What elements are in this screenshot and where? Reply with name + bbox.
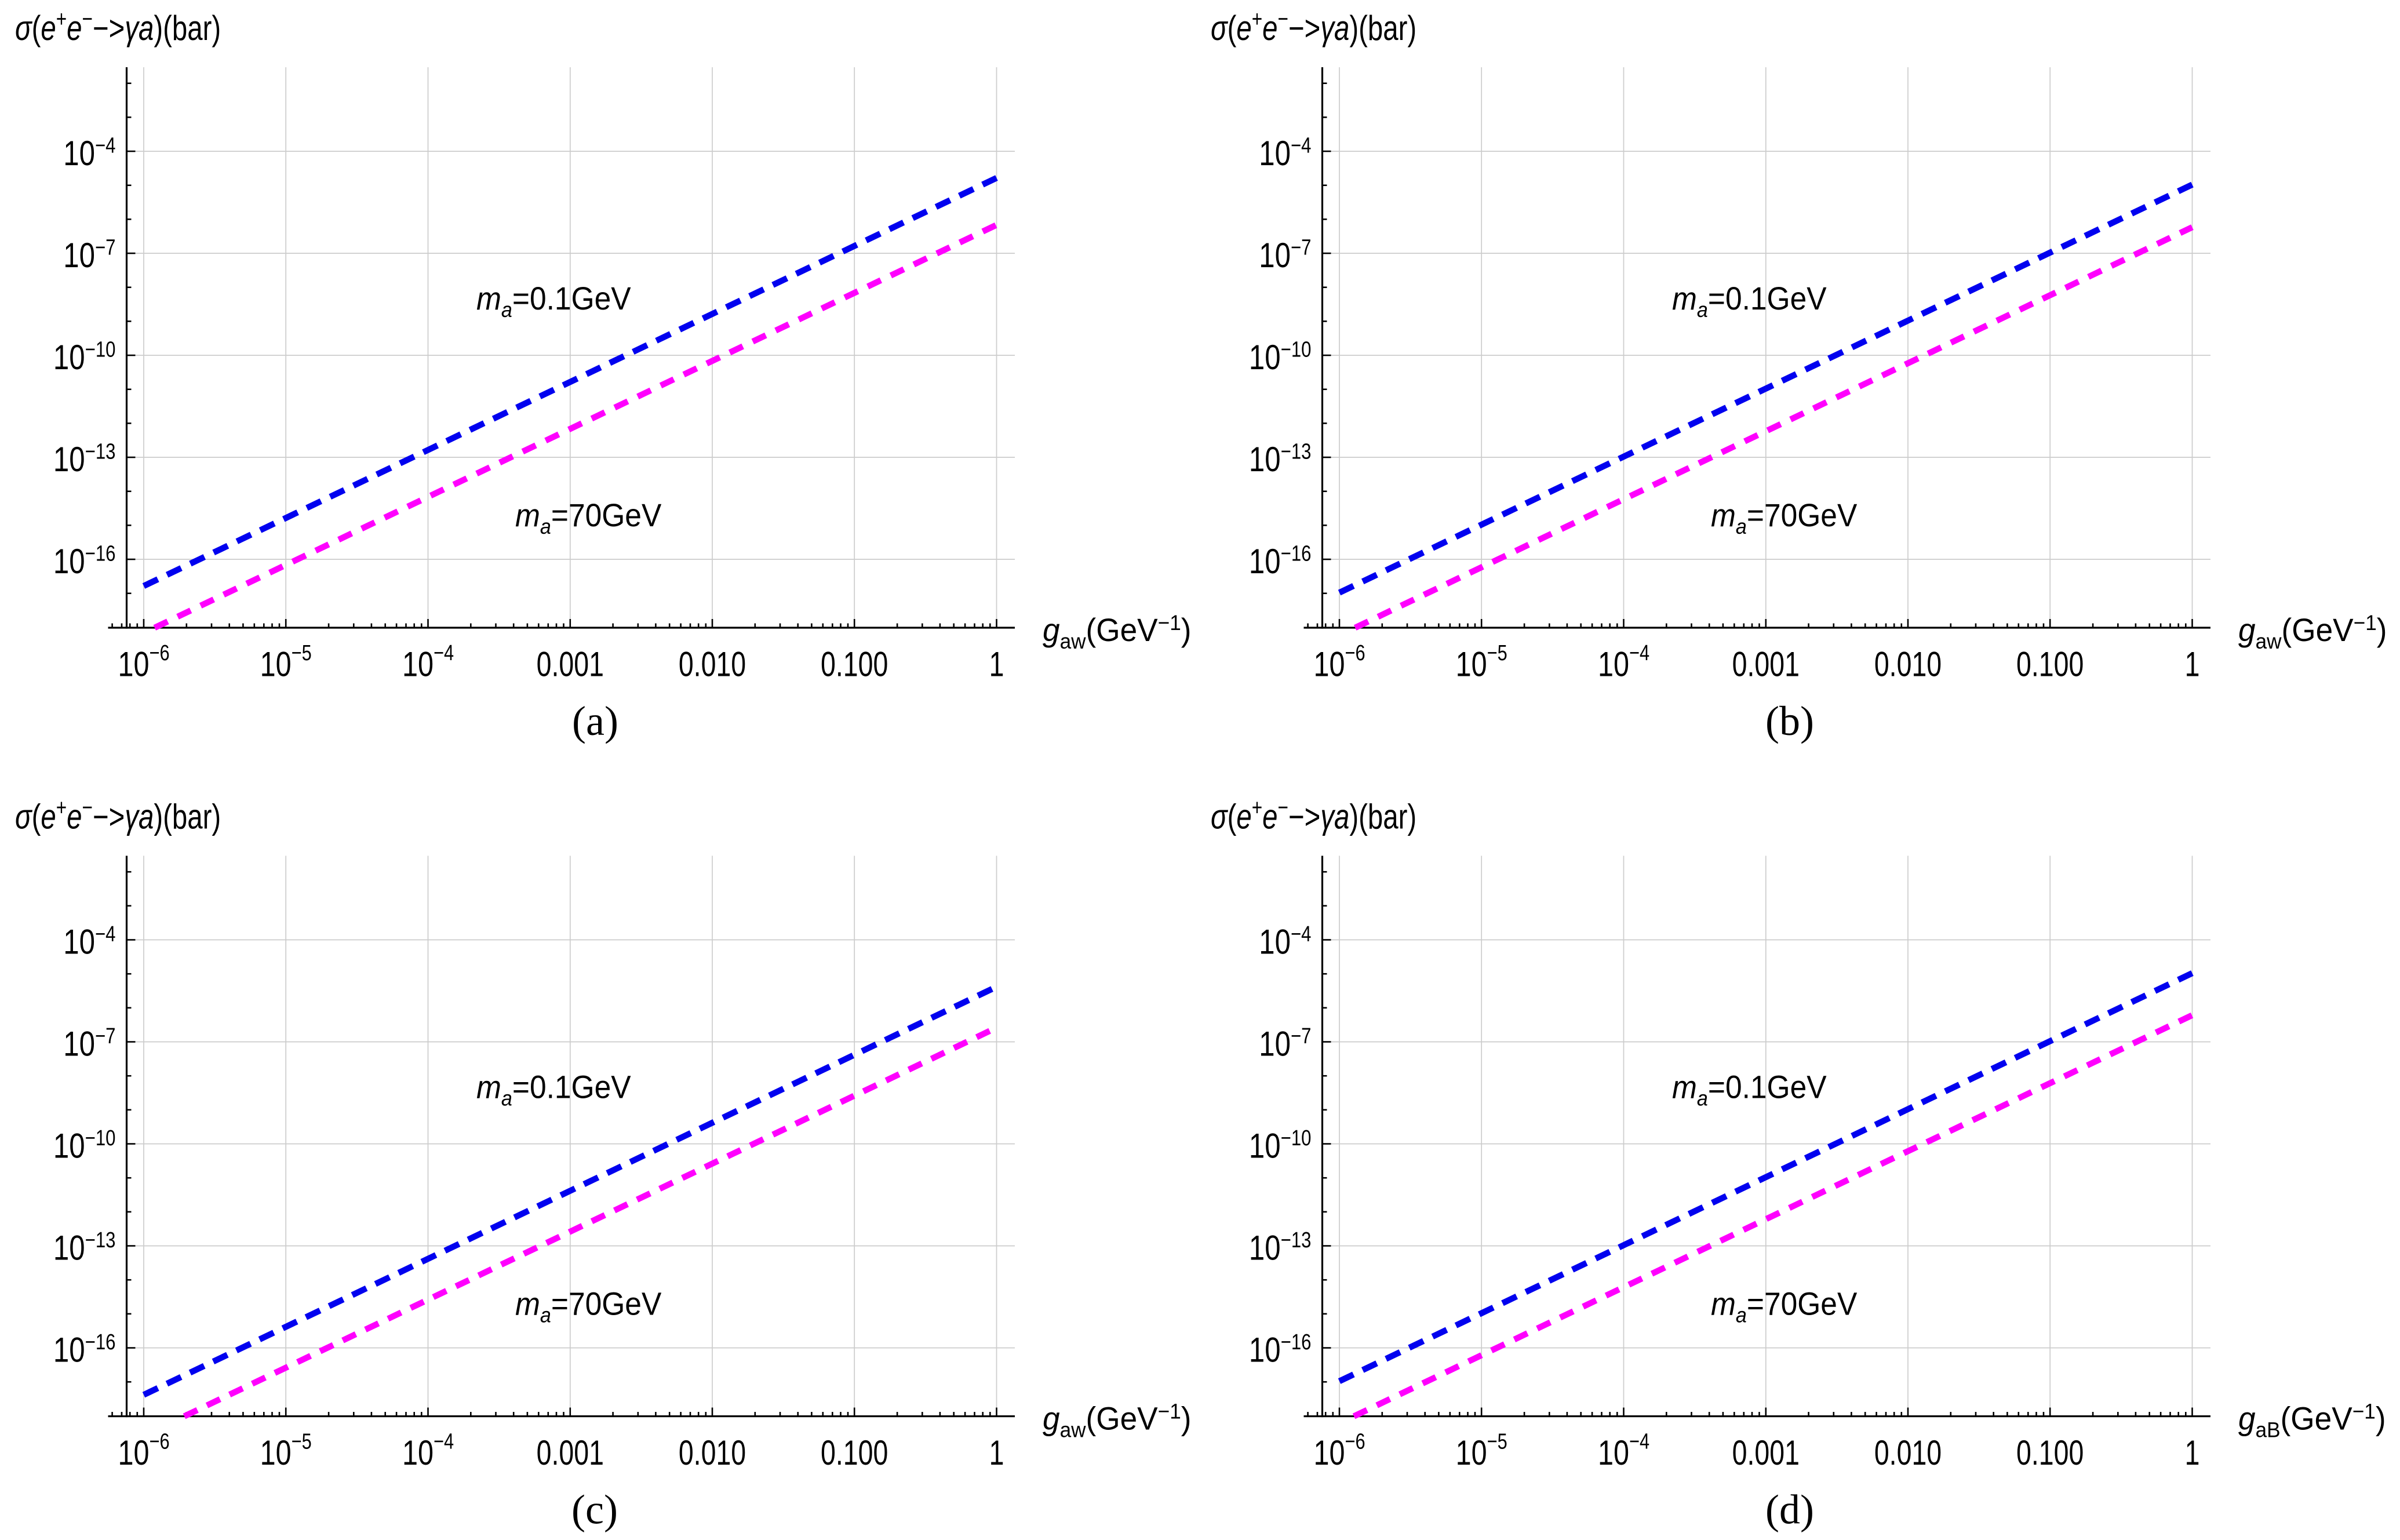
svg-text:σ(e+e−−>γa)(bar): σ(e+e−−>γa)(bar): [15, 5, 221, 48]
svg-text:gaw(GeV−1): gaw(GeV−1): [1043, 610, 1191, 653]
svg-text:0.001: 0.001: [537, 1433, 604, 1472]
svg-text:(d): (d): [1765, 1487, 1814, 1533]
svg-text:1: 1: [989, 645, 1004, 684]
svg-text:10−7: 10−7: [1259, 1024, 1311, 1064]
svg-text:0.100: 0.100: [821, 1433, 888, 1472]
svg-text:1: 1: [989, 1433, 1004, 1472]
svg-text:0.100: 0.100: [2016, 1433, 2084, 1472]
svg-text:10−6: 10−6: [1313, 641, 1365, 684]
svg-text:ma=70GeV: ma=70GeV: [515, 497, 661, 538]
svg-text:10−13: 10−13: [53, 439, 116, 479]
svg-text:10−5: 10−5: [1456, 641, 1507, 684]
svg-text:gaw(GeV−1): gaw(GeV−1): [1043, 1399, 1191, 1442]
svg-text:10−6: 10−6: [118, 1430, 169, 1473]
svg-text:10−13: 10−13: [1249, 439, 1312, 479]
svg-text:10−4: 10−4: [1259, 922, 1311, 962]
svg-text:ma=0.1GeV: ma=0.1GeV: [1672, 281, 1827, 322]
svg-text:(c): (c): [571, 1487, 618, 1533]
svg-text:σ(e+e−−>γa)(bar): σ(e+e−−>γa)(bar): [1211, 5, 1416, 48]
svg-text:10−4: 10−4: [1598, 1430, 1649, 1473]
svg-text:0.001: 0.001: [1732, 1433, 1800, 1472]
svg-text:10−13: 10−13: [1249, 1228, 1312, 1268]
svg-text:10−4: 10−4: [402, 1430, 454, 1473]
svg-text:10−10: 10−10: [1249, 1126, 1312, 1166]
svg-text:σ(e+e−−>γa)(bar): σ(e+e−−>γa)(bar): [15, 794, 221, 836]
svg-text:0.100: 0.100: [2016, 645, 2084, 684]
svg-text:(b): (b): [1765, 698, 1814, 744]
svg-text:10−7: 10−7: [1259, 235, 1311, 275]
svg-text:10−10: 10−10: [1249, 337, 1312, 377]
svg-text:ma=70GeV: ma=70GeV: [1711, 497, 1857, 538]
svg-text:gaB(GeV−1): gaB(GeV−1): [2238, 1399, 2386, 1442]
svg-text:gaw(GeV−1): gaw(GeV−1): [2238, 610, 2387, 653]
svg-text:10−10: 10−10: [53, 337, 116, 377]
svg-text:10−4: 10−4: [63, 133, 115, 173]
svg-text:0.001: 0.001: [537, 645, 604, 684]
svg-text:ma=0.1GeV: ma=0.1GeV: [476, 281, 631, 322]
svg-text:10−5: 10−5: [260, 1430, 312, 1473]
svg-text:0.010: 0.010: [679, 1433, 746, 1472]
svg-text:10−4: 10−4: [1259, 133, 1311, 173]
svg-text:10−4: 10−4: [63, 922, 115, 962]
svg-text:10−5: 10−5: [260, 641, 312, 684]
svg-text:ma=0.1GeV: ma=0.1GeV: [1672, 1069, 1827, 1111]
svg-text:(a): (a): [572, 698, 618, 744]
svg-text:ma=0.1GeV: ma=0.1GeV: [476, 1069, 631, 1111]
svg-text:10−16: 10−16: [1249, 541, 1312, 581]
svg-text:10−4: 10−4: [402, 641, 454, 684]
svg-text:ma=70GeV: ma=70GeV: [515, 1286, 661, 1327]
svg-text:10−16: 10−16: [53, 1330, 116, 1370]
svg-text:10−10: 10−10: [53, 1126, 116, 1166]
svg-text:ma=70GeV: ma=70GeV: [1711, 1286, 1857, 1327]
svg-text:0.010: 0.010: [679, 645, 746, 684]
svg-text:10−5: 10−5: [1456, 1430, 1507, 1473]
svg-text:10−16: 10−16: [1249, 1330, 1312, 1370]
svg-text:σ(e+e−−>γa)(bar): σ(e+e−−>γa)(bar): [1211, 794, 1416, 836]
svg-text:1: 1: [2185, 645, 2200, 684]
svg-text:0.010: 0.010: [1874, 645, 1942, 684]
svg-text:10−7: 10−7: [63, 235, 115, 275]
svg-text:10−4: 10−4: [1598, 641, 1649, 684]
svg-text:10−7: 10−7: [63, 1024, 115, 1064]
svg-text:10−13: 10−13: [53, 1228, 116, 1268]
svg-text:0.100: 0.100: [821, 645, 888, 684]
svg-text:0.010: 0.010: [1874, 1433, 1942, 1472]
svg-text:10−16: 10−16: [53, 541, 116, 581]
svg-text:10−6: 10−6: [118, 641, 169, 684]
svg-text:0.001: 0.001: [1732, 645, 1800, 684]
svg-text:10−6: 10−6: [1313, 1430, 1365, 1473]
svg-text:1: 1: [2185, 1433, 2200, 1472]
